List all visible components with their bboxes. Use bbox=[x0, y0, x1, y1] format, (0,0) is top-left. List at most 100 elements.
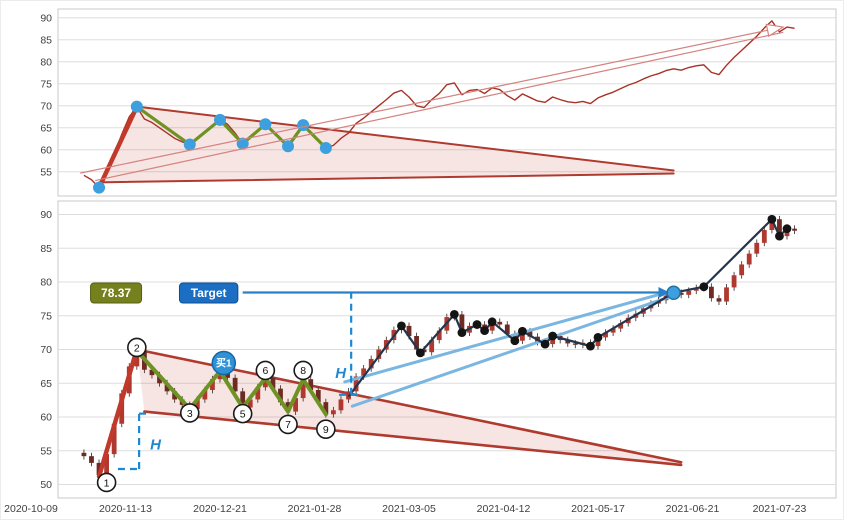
y-axis-label: 65 bbox=[40, 378, 52, 390]
candle-body bbox=[104, 454, 109, 476]
candle-body bbox=[603, 332, 608, 338]
candle-body bbox=[172, 391, 178, 400]
candle-body bbox=[746, 253, 752, 265]
number-circle-label: 6 bbox=[262, 365, 268, 377]
number-circle-5: 5 bbox=[232, 403, 253, 424]
target-arrowhead-icon bbox=[658, 286, 670, 298]
number-circle-label: 9 bbox=[323, 424, 329, 436]
green-zigzag bbox=[134, 348, 328, 417]
target-badge[interactable]: Target bbox=[178, 282, 239, 304]
blue-trendline bbox=[343, 287, 679, 384]
swing-dot bbox=[472, 320, 482, 329]
buy1-marker-circle[interactable] bbox=[211, 350, 237, 376]
wedge-trendline bbox=[135, 105, 675, 172]
candle-body bbox=[618, 323, 624, 329]
candle-body bbox=[240, 391, 246, 408]
candle-body bbox=[202, 390, 208, 400]
y-axis-label: 85 bbox=[40, 34, 52, 46]
y-axis-label: 55 bbox=[40, 166, 52, 178]
number-circle-label: 7 bbox=[285, 419, 291, 431]
candle-body bbox=[149, 369, 155, 376]
number-circle-outline bbox=[179, 403, 200, 423]
candle-body bbox=[724, 287, 729, 302]
candle-body bbox=[459, 314, 465, 333]
x-axis-label: 2021-03-05 bbox=[382, 503, 436, 515]
candle-body bbox=[89, 456, 94, 463]
wedge-fill bbox=[99, 106, 674, 183]
y-axis-label: 80 bbox=[40, 277, 52, 289]
number-circle-outline bbox=[96, 472, 117, 493]
target-badge-label: Target bbox=[191, 286, 227, 300]
candle-body bbox=[247, 399, 253, 408]
number-circle-label: 5 bbox=[240, 408, 246, 420]
x-axis-label: 2020-10-09 bbox=[4, 503, 58, 515]
candle-body bbox=[709, 286, 714, 299]
candle-body bbox=[111, 423, 117, 455]
candle-body bbox=[436, 330, 442, 341]
price-badge-label: 78.37 bbox=[101, 286, 131, 300]
candle-body bbox=[81, 452, 87, 457]
swing-dot bbox=[449, 310, 459, 319]
buy1-marker[interactable]: 买1 bbox=[211, 350, 237, 376]
number-circle-label: 3 bbox=[187, 408, 193, 420]
candle-body bbox=[777, 219, 782, 237]
candle-body bbox=[792, 228, 797, 231]
candle-body bbox=[278, 388, 283, 403]
candle-body bbox=[331, 410, 336, 415]
price-badge-background[interactable] bbox=[90, 282, 143, 304]
swing-dot bbox=[518, 326, 527, 336]
number-circle-outline bbox=[278, 414, 298, 435]
swing-dot bbox=[767, 214, 777, 224]
pivot-dot bbox=[93, 181, 106, 194]
candle-body bbox=[368, 358, 374, 369]
candle-body bbox=[194, 399, 200, 409]
swing-dot bbox=[415, 348, 425, 358]
y-axis-label: 70 bbox=[40, 100, 52, 112]
y-axis-label: 65 bbox=[40, 122, 52, 134]
target-dot bbox=[666, 285, 681, 301]
swing-dot bbox=[397, 321, 406, 331]
price-badge[interactable]: 78.37 bbox=[90, 282, 143, 304]
y-axis-label: 60 bbox=[40, 412, 52, 424]
swing-dot bbox=[548, 331, 558, 341]
y-axis-label: 80 bbox=[40, 56, 52, 68]
candle-body bbox=[565, 340, 571, 344]
number-circle-8: 8 bbox=[293, 360, 313, 381]
candle-body bbox=[134, 350, 140, 367]
x-axis-label: 2021-04-12 bbox=[477, 503, 531, 515]
wedge-trendline bbox=[98, 172, 675, 184]
candle-body bbox=[217, 371, 223, 380]
candle-body bbox=[610, 328, 616, 333]
x-axis-label: 2021-07-23 bbox=[753, 503, 807, 515]
swing-dot bbox=[699, 282, 709, 292]
candle-body bbox=[497, 321, 503, 325]
forecast-channel-line bbox=[95, 31, 784, 182]
pivot-dot bbox=[214, 113, 226, 126]
target-badge-background[interactable] bbox=[178, 282, 239, 304]
candle-body bbox=[293, 398, 298, 412]
number-circle-7: 7 bbox=[278, 414, 298, 435]
y-axis-label: 55 bbox=[40, 445, 52, 457]
candle-body bbox=[406, 325, 412, 336]
candle-body bbox=[323, 402, 329, 415]
pivot-dot bbox=[282, 140, 295, 153]
number-circle-2: 2 bbox=[127, 337, 147, 358]
number-circle-outline bbox=[316, 419, 336, 439]
y-axis-label: 85 bbox=[40, 243, 52, 255]
candle-body bbox=[338, 399, 344, 411]
candle-body bbox=[739, 264, 745, 276]
candle-body bbox=[716, 298, 722, 302]
candle-body bbox=[520, 331, 525, 341]
candle-body bbox=[353, 376, 359, 392]
number-circle-outline bbox=[232, 403, 253, 424]
number-circle-outline bbox=[127, 337, 147, 358]
y-axis-label: 50 bbox=[40, 479, 52, 491]
number-circle-1: 1 bbox=[96, 472, 117, 493]
swing-dot bbox=[593, 332, 603, 342]
number-circle-label: 8 bbox=[300, 365, 306, 377]
swing-dot bbox=[480, 326, 489, 335]
candle-body bbox=[769, 219, 775, 231]
number-circle-outline bbox=[293, 360, 313, 381]
